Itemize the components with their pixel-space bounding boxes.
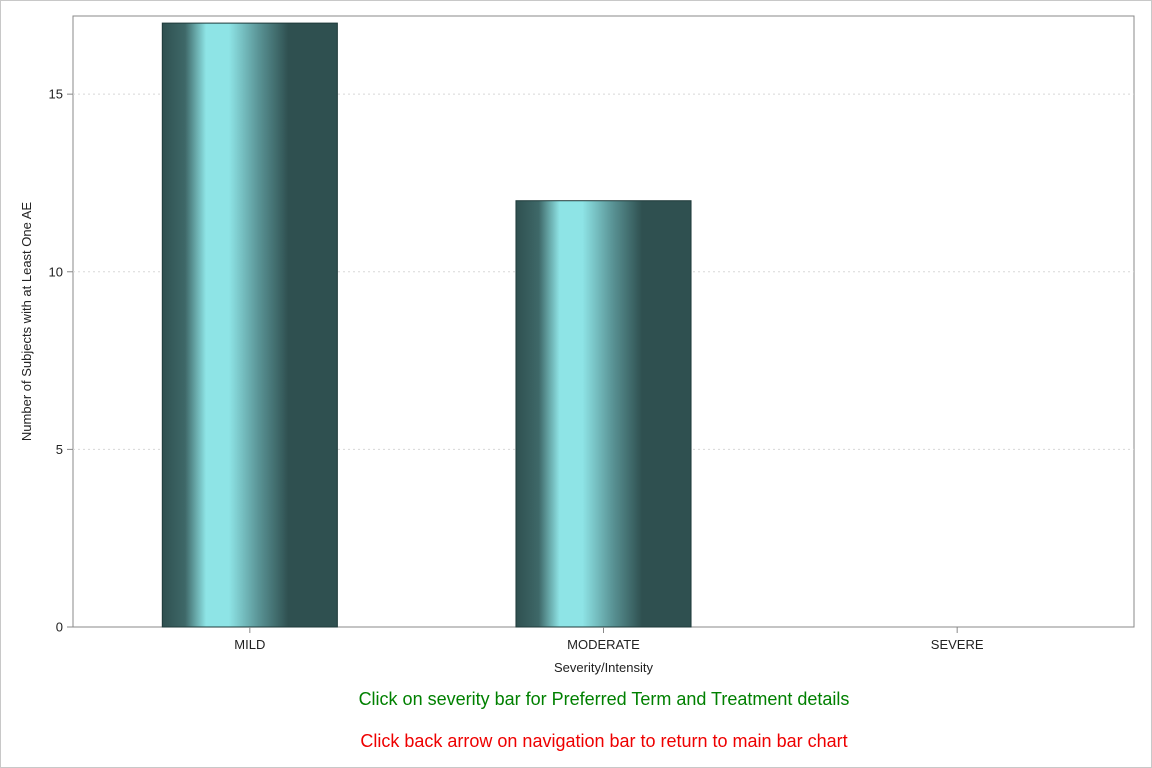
bar-click-instruction: Click on severity bar for Preferred Term…	[358, 689, 850, 709]
x-axis-ticks: MILD MODERATE SEVERE	[234, 627, 984, 652]
x-axis-label: Severity/Intensity	[554, 660, 653, 675]
bar-mild[interactable]	[161, 22, 338, 628]
y-tick-label: 0	[56, 620, 63, 635]
bar-moderate[interactable]	[515, 200, 692, 628]
y-axis-ticks: 0 5 10 15	[49, 87, 73, 635]
y-tick-label: 5	[56, 442, 63, 457]
x-tick-label: MILD	[234, 637, 265, 652]
x-tick-label: SEVERE	[931, 637, 984, 652]
bars	[161, 22, 692, 628]
x-tick-label: MODERATE	[567, 637, 640, 652]
back-arrow-instruction: Click back arrow on navigation bar to re…	[360, 731, 848, 751]
y-tick-label: 15	[49, 87, 63, 102]
y-axis-label: Number of Subjects with at Least One AE	[19, 202, 34, 442]
y-tick-label: 10	[49, 264, 63, 279]
